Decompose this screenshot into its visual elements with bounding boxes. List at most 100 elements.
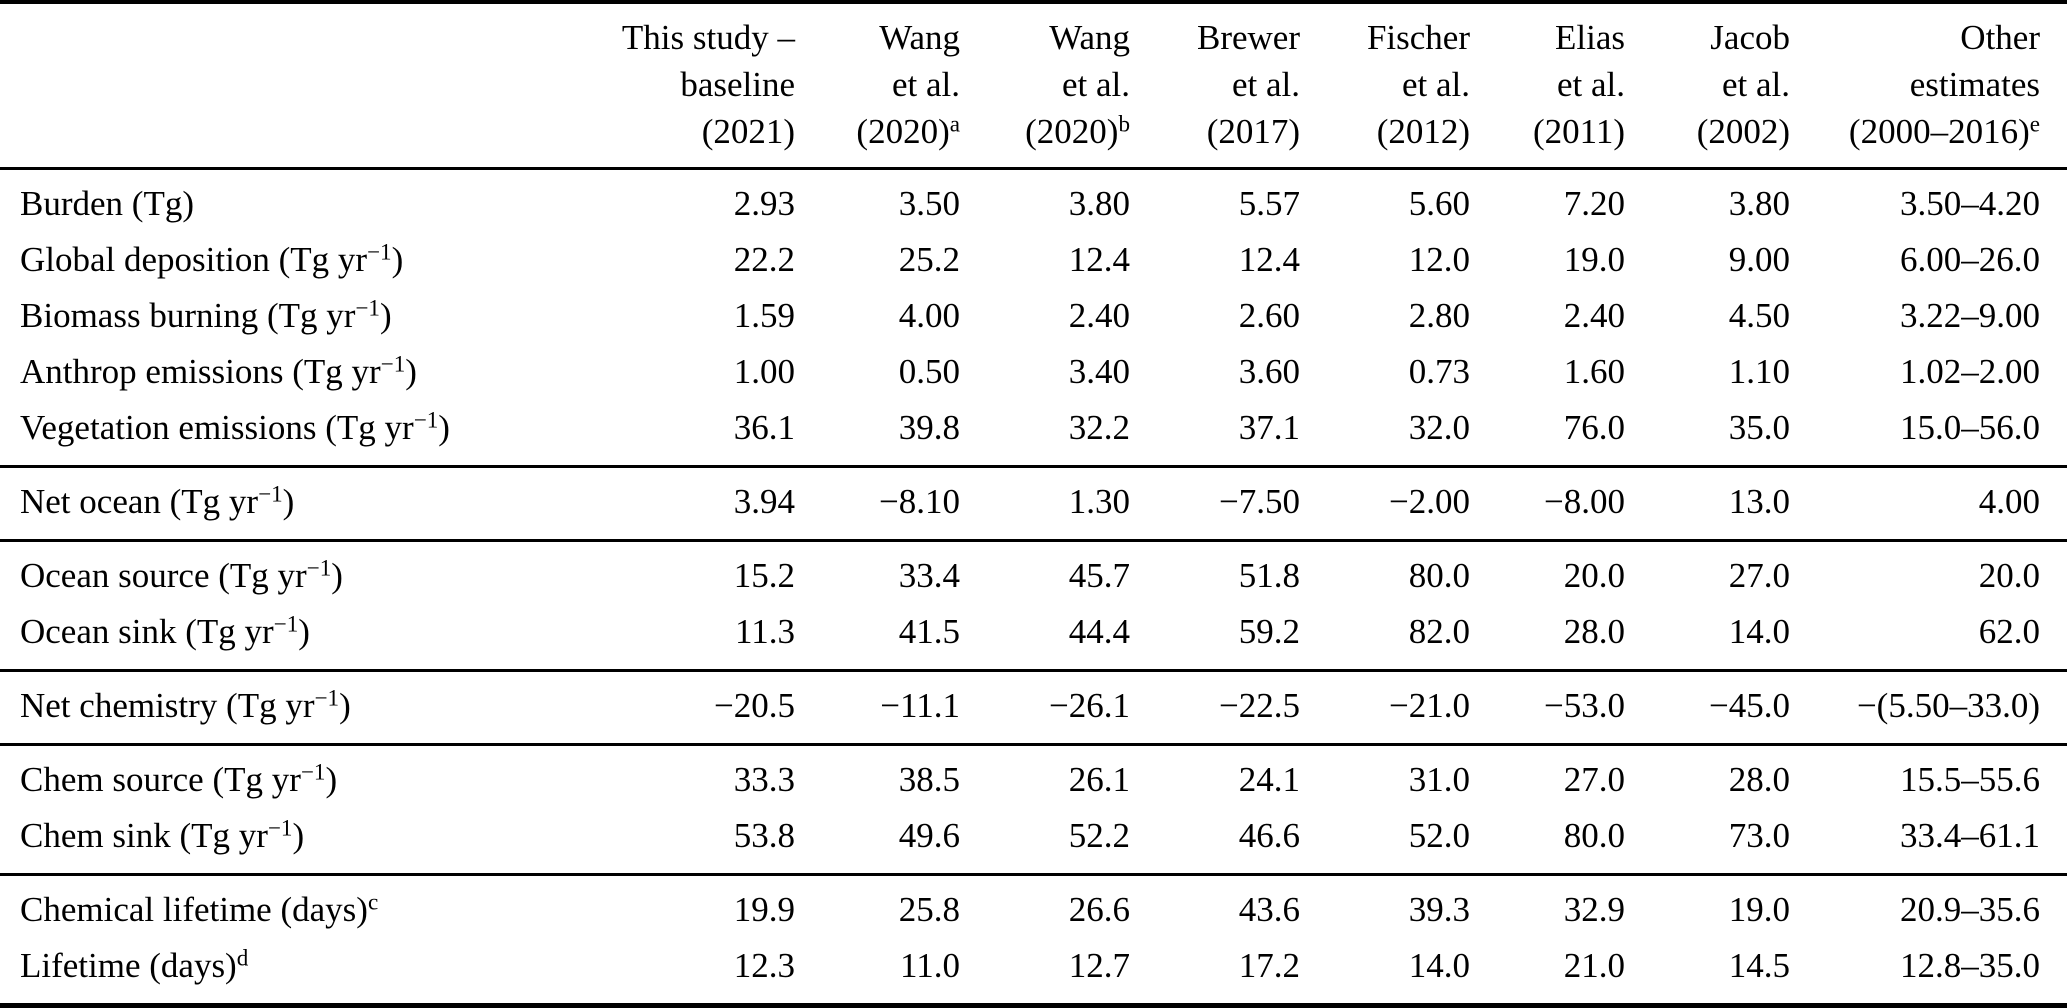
column-header-4: Brewer et al. (2017) — [1130, 2, 1300, 169]
value-cell: 35.0 — [1728, 408, 1790, 447]
value-cell: 0.50 — [898, 352, 960, 391]
value-cell: 15.0–56.0 — [1900, 408, 2040, 447]
value-cell: 25.2 — [898, 240, 960, 279]
value-cell: 32.0 — [1408, 408, 1470, 447]
value-cell: 52.0 — [1408, 816, 1470, 855]
column-header-line: Wang — [879, 18, 960, 57]
value-cell: −20.5 — [714, 686, 795, 725]
value-cell: 20.0 — [1978, 556, 2040, 595]
table-row: Burden (Tg) 2.93 3.50 3.80 5.57 5.60 7.20 3.80 3… — [0, 169, 2067, 233]
value-cell: 12.7 — [1068, 946, 1130, 985]
value-cell: −53.0 — [1544, 686, 1625, 725]
value-cell: 52.2 — [1068, 816, 1130, 855]
table-section-1: Burden (Tg) 2.93 3.50 3.80 5.57 5.60 7.20 3.80 3… — [0, 168, 2067, 467]
column-header-line: estimates — [1909, 65, 2040, 104]
column-header-line: Jacob — [1710, 18, 1790, 57]
value-cell: 0.73 — [1408, 352, 1470, 391]
value-cell: 11.3 — [735, 612, 795, 651]
column-header-line: et al. — [1231, 65, 1300, 104]
value-cell: 3.80 — [1068, 184, 1130, 223]
column-header-2: Wang et al. (2020)a — [795, 2, 960, 169]
column-header-line: (2002) — [1696, 112, 1790, 151]
value-cell: 4.00 — [898, 296, 960, 335]
row-label: Net ocean (Tg yr−1) — [20, 480, 295, 521]
value-cell: 3.60 — [1238, 352, 1300, 391]
column-header-line: Brewer — [1196, 18, 1300, 57]
value-cell: 1.10 — [1728, 352, 1790, 391]
value-cell: 38.5 — [898, 760, 960, 799]
unit-exponent: −1 — [380, 350, 406, 377]
column-header-6: Elias et al. (2011) — [1470, 2, 1625, 169]
value-cell: 5.60 — [1408, 184, 1470, 223]
value-cell: 19.0 — [1728, 890, 1790, 929]
value-cell: 17.2 — [1238, 946, 1300, 985]
value-cell: 20.9–35.6 — [1900, 890, 2040, 929]
value-cell: 80.0 — [1563, 816, 1625, 855]
value-cell: 33.4 — [898, 556, 960, 595]
table-row: Ocean source (Tg yr−1) 15.2 33.4 45.7 51.8 80… — [0, 541, 2067, 605]
value-cell: −21.0 — [1389, 686, 1470, 725]
value-cell: 3.50 — [898, 184, 960, 223]
row-label: Burden (Tg) — [20, 184, 194, 223]
value-cell: 41.5 — [898, 612, 960, 651]
table-section-5: Chem source (Tg yr−1) 33.3 38.5 26.1 24.1 31.… — [0, 744, 2067, 875]
value-cell: 28.0 — [1728, 760, 1790, 799]
column-header-8: Other estimates (2000–2016)e — [1790, 2, 2067, 169]
value-cell: 33.3 — [733, 760, 795, 799]
value-cell: −(5.50–33.0) — [1856, 686, 2040, 725]
value-cell: 43.6 — [1238, 890, 1300, 929]
unit-exponent: −1 — [273, 610, 299, 637]
value-cell: 46.6 — [1238, 816, 1300, 855]
column-header-line: Other — [1960, 18, 2040, 57]
row-label: Vegetation emissions (Tg yr−1) — [20, 406, 450, 447]
value-cell: 12.8–35.0 — [1900, 946, 2040, 985]
table-row: Chemical lifetime (days)c 19.9 25.8 26.6 43.… — [0, 875, 2067, 939]
value-cell: 28.0 — [1563, 612, 1625, 651]
value-cell: −7.50 — [1219, 482, 1300, 521]
value-cell: 1.00 — [733, 352, 795, 391]
value-cell: 26.6 — [1068, 890, 1130, 929]
unit-exponent: −1 — [306, 554, 332, 581]
value-cell: 3.80 — [1728, 184, 1790, 223]
footnote-marker: c — [367, 888, 379, 915]
value-cell: 3.40 — [1068, 352, 1130, 391]
value-cell: 73.0 — [1728, 816, 1790, 855]
value-cell: 19.9 — [733, 890, 795, 929]
column-header-line: et al. — [1401, 65, 1470, 104]
value-cell: −45.0 — [1709, 686, 1790, 725]
row-label: Chemical lifetime (days)c — [20, 888, 379, 929]
value-cell: 15.5–55.6 — [1900, 760, 2040, 799]
table-row: Chem source (Tg yr−1) 33.3 38.5 26.1 24.1 31.… — [0, 745, 2067, 809]
value-cell: 6.00–26.0 — [1900, 240, 2040, 279]
table-row: Net ocean (Tg yr−1) 3.94 −8.10 1.30 −7.50 −2.… — [0, 467, 2067, 541]
row-label: Lifetime (days)d — [20, 944, 249, 985]
value-cell: 11.0 — [900, 946, 960, 985]
column-header-line: (2017) — [1206, 112, 1300, 151]
value-cell: 22.2 — [733, 240, 795, 279]
value-cell: 15.2 — [733, 556, 795, 595]
table-section-2: Net ocean (Tg yr−1) 3.94 −8.10 1.30 −7.50 −2.… — [0, 466, 2067, 541]
value-cell: 14.5 — [1728, 946, 1790, 985]
value-cell: 25.8 — [898, 890, 960, 929]
column-header-line: et al. — [1556, 65, 1625, 104]
value-cell: 2.93 — [733, 184, 795, 223]
value-cell: 4.50 — [1728, 296, 1790, 335]
table-section-6: Chemical lifetime (days)c 19.9 25.8 26.6 43.… — [0, 874, 2067, 1006]
value-cell: 20.0 — [1563, 556, 1625, 595]
value-cell: 2.40 — [1068, 296, 1130, 335]
row-label: Ocean source (Tg yr−1) — [20, 554, 343, 595]
value-cell: 45.7 — [1068, 556, 1130, 595]
value-cell: 12.4 — [1238, 240, 1300, 279]
row-label: Biomass burning (Tg yr−1) — [20, 294, 392, 335]
unit-exponent: −1 — [367, 238, 392, 265]
row-label: Global deposition (Tg yr−1) — [20, 238, 404, 279]
footnote-marker: b — [1118, 110, 1130, 137]
row-label-header — [0, 2, 580, 169]
value-cell: −8.10 — [879, 482, 960, 521]
unit-exponent: −1 — [413, 406, 439, 433]
value-cell: 53.8 — [733, 816, 795, 855]
value-cell: 26.1 — [1068, 760, 1130, 799]
column-header-line: (2012) — [1376, 112, 1470, 151]
value-cell: 19.0 — [1563, 240, 1625, 279]
